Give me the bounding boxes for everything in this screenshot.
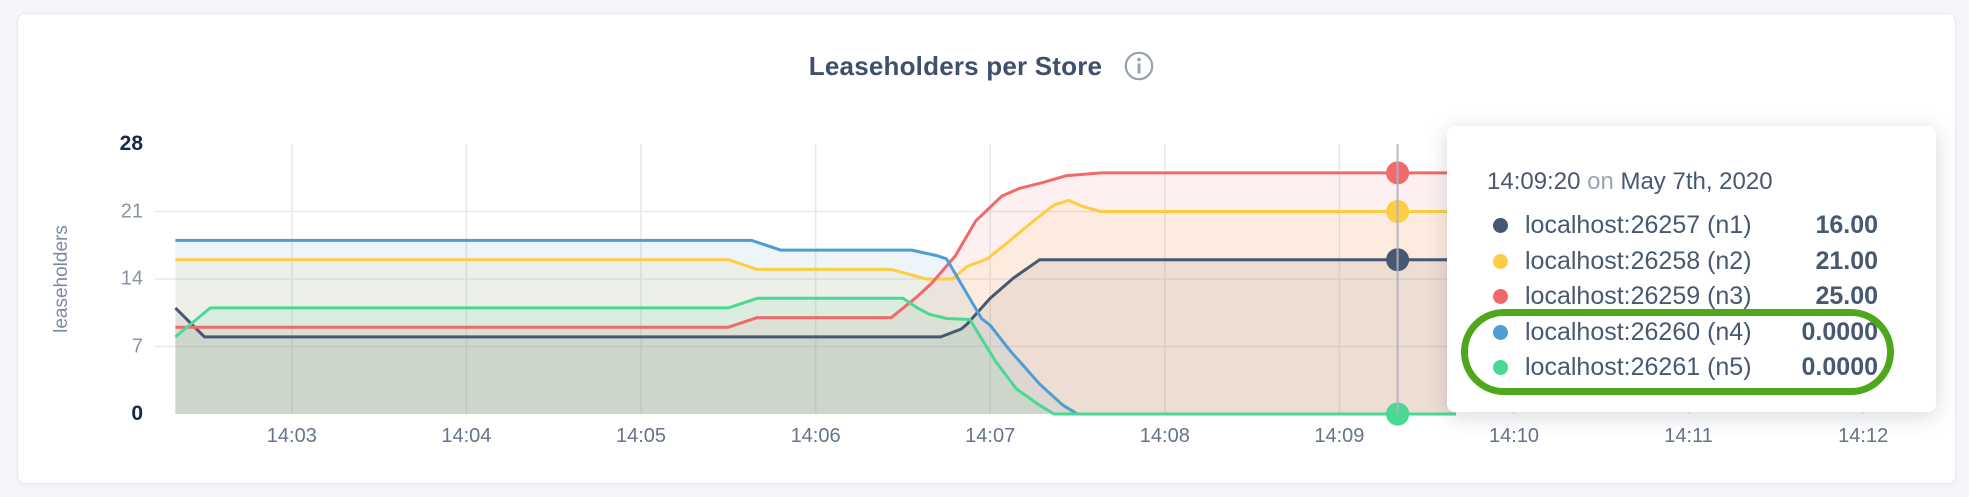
series-area (175, 172, 1456, 414)
series-label: localhost:26258 (n2) (1525, 246, 1752, 275)
series-line (174, 296, 1456, 416)
series-label: localhost:26260 (n4) (1525, 317, 1752, 346)
y-tick-label: 0 (131, 402, 143, 425)
series-value: 16.00 (1815, 211, 1878, 240)
x-tick-label: 14:07 (965, 425, 1016, 447)
tooltip-conjunction: on (1587, 168, 1614, 195)
series-line (175, 238, 1456, 416)
x-tick-label: 14:04 (441, 425, 492, 447)
x-tick-label: 14:05 (615, 425, 667, 447)
series-value: 21.00 (1815, 246, 1878, 275)
tooltip-row: localhost:26259 (n3) 25.00 (1487, 279, 1878, 315)
series-line (175, 198, 1456, 281)
series-dot-n3 (1493, 289, 1508, 305)
series-area (175, 240, 1456, 414)
tooltip-date: May 7th, 2020 (1620, 168, 1773, 195)
x-tick-label: 14:03 (266, 425, 317, 447)
series-area (175, 259, 1456, 414)
y-tick-label: 21 (120, 200, 143, 222)
series-label: localhost:26257 (n1) (1525, 211, 1752, 240)
y-tick-label: 14 (120, 267, 143, 290)
info-icon[interactable] (1124, 51, 1154, 81)
tooltip-row: localhost:26257 (n1) 16.00 (1487, 208, 1878, 244)
x-tick-label: 14:08 (1139, 425, 1190, 447)
x-tick-label: 14:12 (1838, 425, 1889, 447)
highlight-annotation (1461, 309, 1894, 395)
chart-header: Leaseholders per Store (12, 44, 1951, 88)
series-area (175, 200, 1456, 414)
series-dot-n1 (1493, 218, 1508, 234)
x-tick-label: 14:11 (1664, 425, 1713, 447)
series-label: localhost:26261 (n5) (1525, 353, 1752, 382)
series-line (175, 171, 1456, 329)
y-tick-label: 7 (131, 335, 143, 357)
y-axis-title: leaseholders (51, 225, 72, 333)
series-value: 25.00 (1815, 282, 1878, 311)
series-dot-n2 (1493, 253, 1508, 269)
y-tick-label: 28 (119, 132, 143, 155)
chart-title: Leaseholders per Store (808, 50, 1103, 81)
series-line (174, 258, 1456, 339)
x-tick-label: 14:09 (1314, 425, 1365, 447)
tooltip-header: 14:09:20 on May 7th, 2020 (1487, 168, 1878, 196)
tooltip-time: 14:09:20 (1487, 168, 1581, 195)
series-label: localhost:26259 (n3) (1525, 282, 1752, 311)
x-tick-label: 14:06 (790, 425, 841, 447)
x-tick-label: 14:10 (1488, 425, 1540, 447)
tooltip-row: localhost:26258 (n2) 21.00 (1487, 244, 1878, 280)
